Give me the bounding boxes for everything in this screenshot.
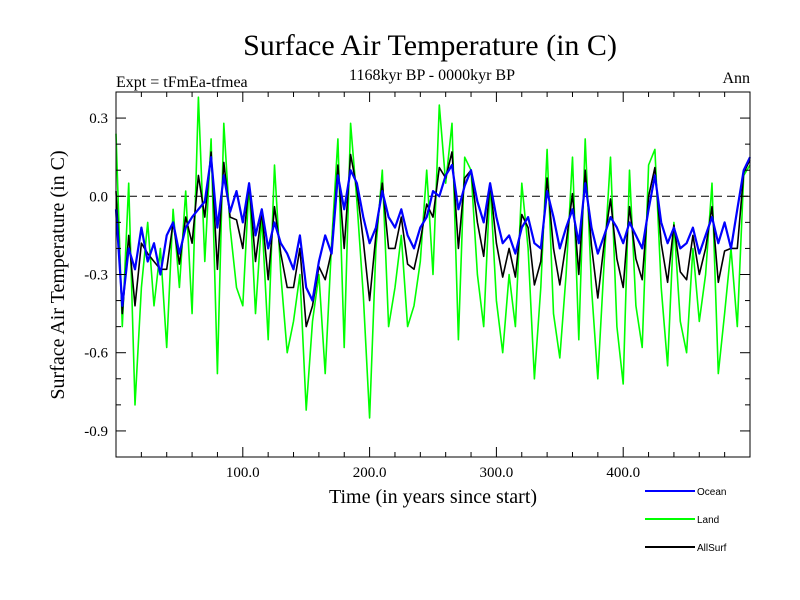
legend-label-allsurf: AllSurf xyxy=(697,543,727,554)
legend: Ocean Land AllSurf xyxy=(645,487,727,554)
x-tick-label: 100.0 xyxy=(226,465,260,481)
y-tick-label: -0.9 xyxy=(84,424,108,440)
x-axis-label: Time (in years since start) xyxy=(329,486,537,508)
x-tick-label: 400.0 xyxy=(606,465,640,481)
legend-label-ocean: Ocean xyxy=(697,487,726,498)
y-tick-label: -0.3 xyxy=(84,268,108,284)
experiment-label: Expt = tFmEa-tfmea xyxy=(116,74,248,91)
legend-label-land: Land xyxy=(697,515,719,526)
chart-title: Surface Air Temperature (in C) xyxy=(243,29,617,62)
season-label: Ann xyxy=(722,70,750,87)
series-layer xyxy=(114,96,751,419)
x-tick-label: 200.0 xyxy=(353,465,387,481)
y-tick-label: 0.3 xyxy=(89,111,108,127)
y-tick-label: -0.6 xyxy=(84,346,108,362)
y-tick-label: 0.0 xyxy=(89,189,108,205)
x-tick-label: 300.0 xyxy=(480,465,514,481)
y-axis-label: Surface Air Temperature (in C) xyxy=(47,150,69,399)
time-range-label: 1168kyr BP - 0000kyr BP xyxy=(349,67,515,84)
tick-layer: 100.0 200.0 300.0 400.0 0.3 0.0 -0.3 -0.6 -0.9 xyxy=(84,92,750,481)
series-line-ocean xyxy=(114,156,751,307)
